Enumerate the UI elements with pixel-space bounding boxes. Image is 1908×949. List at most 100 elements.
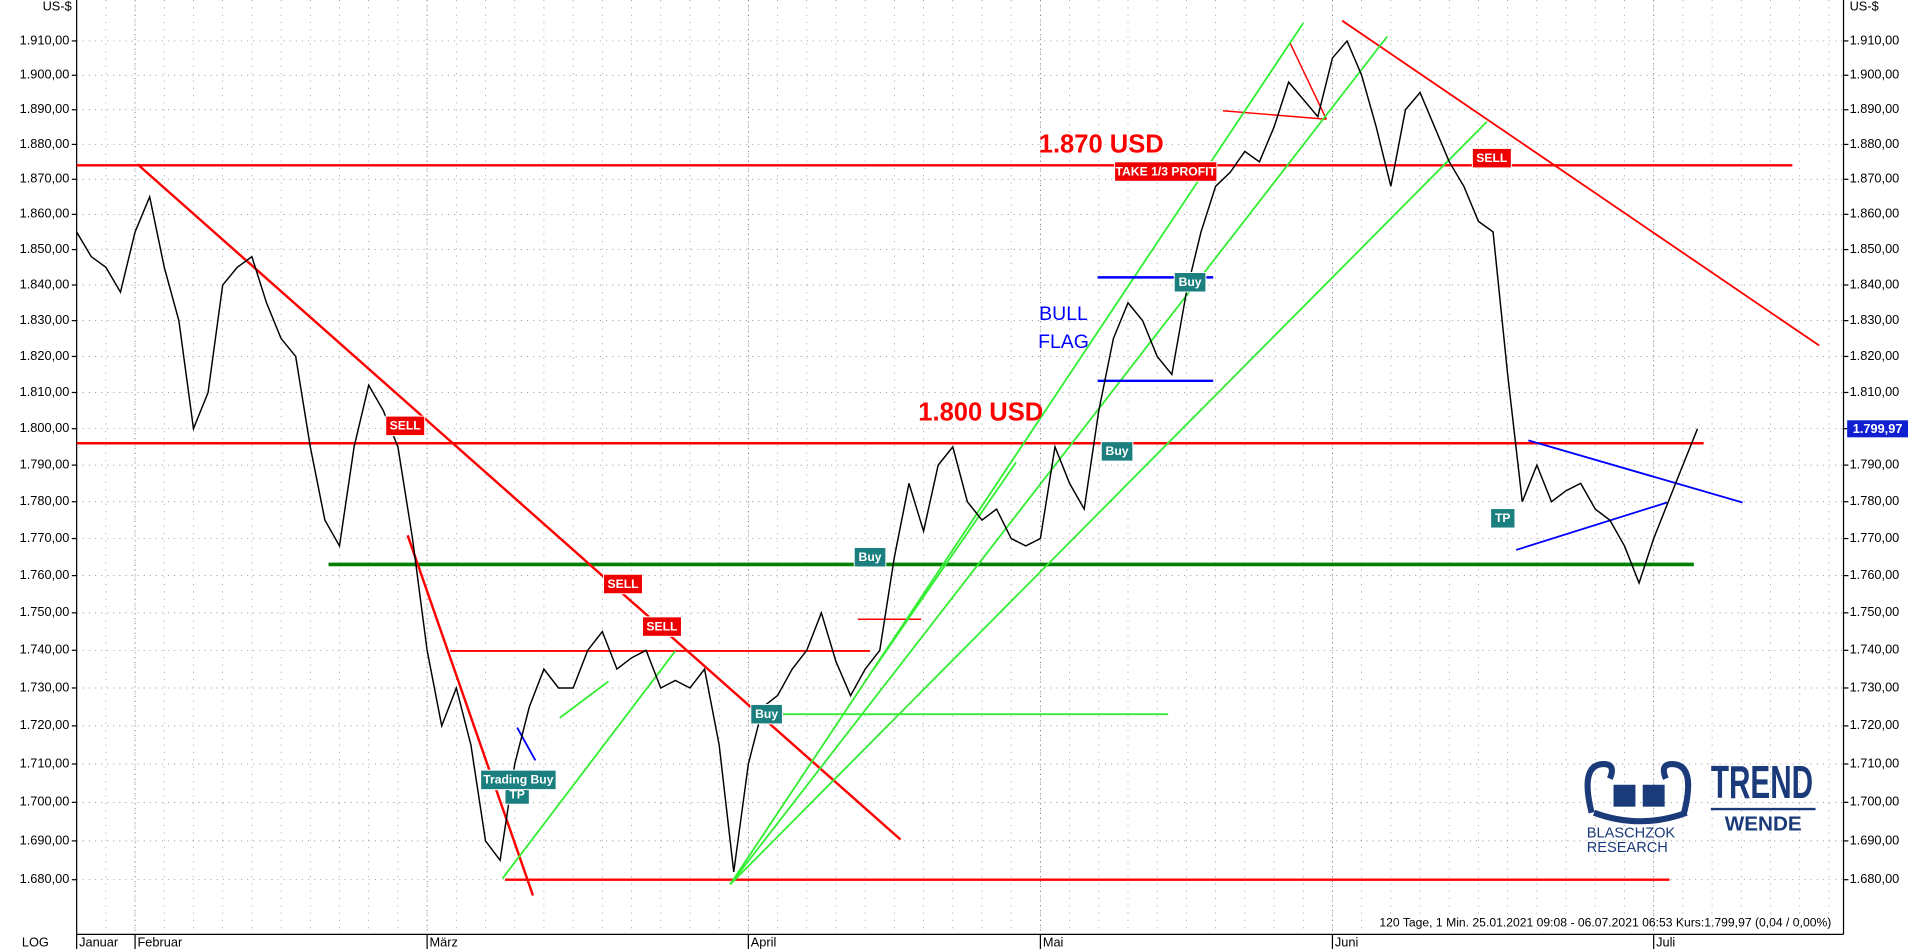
y-tick-label: 1.720,00: [20, 717, 70, 732]
logo-icon: [1642, 784, 1665, 807]
logo-title: TREND: [1711, 756, 1813, 808]
signal-box: [1490, 508, 1516, 529]
logo-icon: [1584, 761, 1692, 825]
trend-line: [729, 35, 1388, 886]
logo-text: BLASCHZOK: [1587, 825, 1676, 841]
y-tick-label: 1.870,00: [20, 171, 70, 186]
annotation: 1.870 USD: [1039, 131, 1164, 159]
y-tick-label: 1.680,00: [20, 871, 70, 886]
x-tick-label: Juni: [1335, 934, 1358, 949]
y-tick-label: 1.700,00: [1850, 794, 1900, 809]
trend-line: [516, 727, 537, 761]
trend-line: [1222, 109, 1327, 120]
y-tick-label: 1.880,00: [1850, 136, 1900, 151]
logo-title: WENDE: [1725, 812, 1802, 835]
signal-label: SELL: [607, 577, 639, 591]
y-tick-label: 1.690,00: [20, 832, 70, 847]
trend-line: [729, 22, 1304, 886]
y-tick-label: 1.880,00: [20, 136, 70, 151]
signal-label: TP: [1495, 511, 1511, 525]
y-tick-label: 1.710,00: [1850, 755, 1900, 770]
signal-box: [385, 415, 426, 437]
y-tick-label: 1.790,00: [20, 456, 70, 471]
y-tick-label: 1.810,00: [20, 384, 70, 399]
y-tick-label: 1.830,00: [1850, 312, 1900, 327]
signal-label: TAKE 1/3 PROFIT: [1116, 164, 1217, 178]
y-tick-label: 1.860,00: [20, 206, 70, 221]
logo: BLASCHZOK RESEARCH TREND WENDE: [1584, 756, 1816, 856]
annotation: 1.800 USD: [918, 398, 1043, 426]
y-tick-label: 1.700,00: [20, 794, 70, 809]
logo-text: RESEARCH: [1587, 840, 1668, 856]
annotation: FLAG: [1038, 331, 1089, 353]
y-tick-label: 1.910,00: [1850, 32, 1900, 47]
y-tick-label: 1.680,00: [1850, 871, 1900, 886]
trend-line: [406, 534, 535, 896]
y-tick-label: 1.720,00: [1850, 717, 1900, 732]
signal-box: [642, 616, 682, 637]
signal-box: [1471, 147, 1512, 169]
signal-label: Buy: [755, 707, 778, 721]
y-tick-label: 1.750,00: [20, 604, 70, 619]
y-tick-label: 1.730,00: [1850, 679, 1900, 694]
y-tick-label: 1.770,00: [20, 530, 70, 545]
y-tick-label: 1.730,00: [20, 679, 70, 694]
trend-line: [501, 650, 677, 879]
price-line: [76, 39, 1699, 873]
signal-label: Buy: [1179, 275, 1202, 289]
y-tick-label: 1.750,00: [1850, 604, 1900, 619]
y-tick-label: 1.740,00: [20, 642, 70, 657]
signal-box: [480, 769, 557, 791]
triangle-line: [1528, 439, 1743, 504]
y-tick-label: 1.690,00: [1850, 832, 1900, 847]
signal-label: Buy: [1106, 444, 1129, 458]
scale-label: LOG: [22, 934, 49, 949]
y-tick-label: 1.860,00: [1850, 206, 1900, 221]
y-tick-label: 1.910,00: [20, 32, 70, 47]
signal-box: [1114, 161, 1218, 182]
signal-box: [750, 703, 783, 725]
unit-label: US-$: [1850, 0, 1879, 14]
y-tick-label: 1.770,00: [1850, 530, 1900, 545]
unit-label: US-$: [43, 0, 72, 14]
y-tick-label: 1.790,00: [1850, 456, 1900, 471]
x-tick-label: Januar: [79, 934, 119, 949]
y-tick-label: 1.850,00: [1850, 241, 1900, 256]
y-tick-label: 1.830,00: [20, 312, 70, 327]
x-tick-label: April: [751, 934, 777, 949]
y-tick-label: 1.780,00: [1850, 493, 1900, 508]
y-tick-label: 1.800,00: [20, 420, 70, 435]
trend-line: [872, 461, 1017, 670]
grid: [76, 0, 1844, 935]
footer: 120 Tage, 1 Min. 25.01.2021 09:08 - 06.0…: [1379, 916, 1831, 930]
signal-box: [1100, 441, 1134, 462]
y-tick-label: 1.900,00: [1850, 67, 1900, 82]
y-tick-label: 1.760,00: [1850, 567, 1900, 582]
x-tick-label: Juli: [1656, 934, 1675, 949]
trend-line: [559, 680, 609, 719]
current-price-label: 1.799,97: [1853, 421, 1903, 436]
signal-label: Trading Buy: [483, 773, 553, 787]
y-tick-label: 1.710,00: [20, 755, 70, 770]
x-tick-label: Februar: [138, 934, 183, 949]
x-tick-label: Mai: [1043, 934, 1064, 949]
y-tick-label: 1.780,00: [20, 493, 70, 508]
y-tick-label: 1.840,00: [1850, 276, 1900, 291]
y-tick-label: 1.870,00: [1850, 171, 1900, 186]
signal-box: [603, 573, 643, 595]
trend-line: [729, 121, 1488, 886]
trend-line: [136, 163, 902, 841]
y-tick-label: 1.900,00: [20, 67, 70, 82]
y-tick-label: 1.810,00: [1850, 384, 1900, 399]
y-tick-label: 1.760,00: [20, 567, 70, 582]
y-tick-label: 1.820,00: [20, 348, 70, 363]
signal-label: Buy: [859, 550, 882, 564]
y-tick-label: 1.840,00: [20, 276, 70, 291]
y-tick-label: 1.740,00: [1850, 642, 1900, 657]
trend-line: [1289, 42, 1328, 120]
signal-label: TP: [509, 787, 525, 801]
y-tick-label: 1.890,00: [1850, 101, 1900, 116]
annotation: BULL: [1039, 303, 1088, 325]
